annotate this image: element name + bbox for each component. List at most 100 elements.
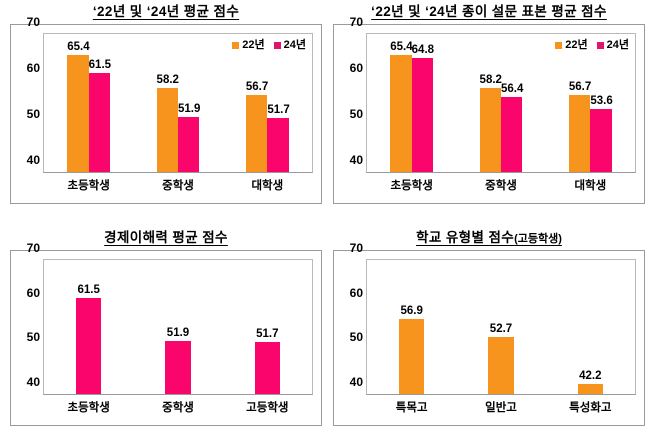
bar-group-container: 65.4 61.5 58.2 51.9 56.7 51.7 (44, 34, 312, 172)
bar-특성화고-점수 (577, 384, 604, 394)
chart-frame-school-type: 56.9 52.7 42.2 70 60 50 40 특목고 일반고 특성화고 (333, 242, 645, 426)
panel-title-avg-score: ‘22년 및 ‘24년 평균 점수 (92, 4, 240, 19)
legend-item-24년[interactable]: 24년 (273, 39, 306, 51)
y-axis-tick-50: 50 (349, 330, 363, 345)
plot-area-economic-literacy: 61.5 51.9 51.7 70 60 50 40 초등학생 중학생 고등학생 (27, 242, 313, 414)
panel-economic-literacy: 경제이해력 평균 점수 61.5 51.9 51.7 70 60 50 40 초등학생 중학생… (10, 228, 322, 426)
y-axis-tick-70: 70 (26, 241, 40, 255)
chart-economic-literacy: 61.5 51.9 51.7 70 60 50 40 초등학생 중학생 고등학생 (11, 242, 321, 425)
legend-label: 22년 (565, 39, 588, 51)
y-axis-tick-50: 50 (349, 107, 363, 121)
plot-area-paper-survey-sample: 65.4 64.8 58.2 56.4 56.7 53.6 70 60 50 40 초등학생 중학생… (350, 16, 636, 192)
x-axis-label-대학생: 대학생 (251, 180, 284, 192)
panel-title-economic-literacy: 경제이해력 평균 점수 (104, 230, 228, 245)
legend-swatch-icon-22년 (232, 42, 240, 49)
y-axis-tick-70: 70 (349, 15, 363, 29)
bar-대학생-22년 (245, 95, 268, 172)
data-label-초등학생-22년: 65.4 (67, 41, 90, 54)
chart-legend: 22년 24년 (232, 40, 306, 51)
bar-초등학생-22년 (390, 55, 412, 172)
data-label-중학생-22년: 58.2 (156, 74, 179, 87)
x-axis-label-초등학생: 초등학생 (67, 402, 110, 414)
chart-frame-paper-survey-sample: 65.4 64.8 58.2 56.4 56.7 53.6 70 60 50 40 초등학생 중학생… (333, 16, 645, 204)
data-label-초등학생-22년: 65.4 (390, 41, 413, 54)
data-label-대학생-24년: 51.7 (267, 104, 290, 117)
bar-대학생-24년 (590, 109, 612, 172)
legend-swatch-icon-22년 (555, 42, 563, 49)
legend-item-22년[interactable]: 22년 (555, 39, 588, 51)
bar-중학생-24년 (501, 96, 523, 172)
bar-중학생-22년 (479, 88, 501, 172)
data-label-대학생-24년: 53.6 (590, 95, 613, 108)
data-label-대학생-22년: 56.7 (568, 81, 592, 94)
x-axis-label-초등학생: 초등학생 (67, 180, 110, 192)
legend-swatch-icon-24년 (596, 42, 604, 49)
bar-초등학생-경제이해력 (75, 297, 102, 394)
bar-group-container: 61.5 51.9 51.7 (44, 260, 312, 394)
legend-label: 22년 (242, 39, 265, 51)
chart-avg-score: 65.4 61.5 58.2 51.9 56.7 51.7 70 60 50 40 초등학생 중학생… (11, 16, 321, 203)
x-axis-label-고등학생: 고등학생 (246, 402, 289, 414)
data-label-초등학생-24년: 64.8 (411, 43, 435, 56)
y-axis-tick-40: 40 (349, 375, 363, 389)
bar-일반고-점수 (488, 337, 514, 394)
bar-group-container: 56.9 52.7 42.2 (367, 260, 635, 394)
y-axis-tick-50: 50 (26, 107, 40, 121)
chart-school-type: 56.9 52.7 42.2 70 60 50 40 특목고 일반고 특성화고 (334, 242, 644, 425)
data-label-고등학생-경제이해력: 51.7 (256, 327, 279, 340)
plot-area-avg-score: 65.4 61.5 58.2 51.9 56.7 51.7 70 60 50 40 초등학생 중학생… (27, 16, 313, 192)
bar-고등학생-경제이해력 (254, 341, 281, 394)
bar-초등학생-24년 (411, 57, 434, 172)
data-label-초등학생-24년: 61.5 (88, 59, 112, 72)
y-axis-tick-70: 70 (349, 241, 363, 255)
panel-title-paper-survey-sample: ‘22년 및 ‘24년 종이 설문 표본 평균 점수 (371, 4, 607, 19)
data-label-특목고-점수: 56.9 (400, 304, 423, 317)
panel-paper-survey-sample: ‘22년 및 ‘24년 종이 설문 표본 평균 점수 65.4 64.8 58.2 5… (333, 2, 645, 204)
x-axis-label-일반고: 일반고 (485, 402, 517, 414)
panel-school-type: 학교 유형별 점수(고등학생) 56.9 52.7 42.2 70 60 50 40 특목고… (333, 228, 645, 426)
data-label-초등학생-경제이해력: 61.5 (77, 283, 100, 296)
x-axis-label-특목고: 특목고 (395, 402, 428, 414)
x-axis-label-초등학생: 초등학생 (390, 180, 433, 192)
bar-초등학생-22년 (67, 55, 89, 172)
y-axis-tick-60: 60 (26, 61, 40, 75)
plot-area-school-type: 56.9 52.7 42.2 70 60 50 40 특목고 일반고 특성화고 (350, 242, 636, 414)
bar-대학생-24년 (267, 118, 289, 172)
data-label-대학생-22년: 56.7 (245, 81, 269, 94)
bar-특목고-점수 (398, 318, 425, 394)
chart-paper-survey-sample: 65.4 64.8 58.2 56.4 56.7 53.6 70 60 50 40 초등학생 중학생… (334, 16, 644, 203)
y-axis-tick-60: 60 (26, 285, 40, 300)
x-axis-label-중학생: 중학생 (485, 180, 517, 192)
bar-초등학생-24년 (88, 73, 111, 172)
bar-group-container: 65.4 64.8 58.2 56.4 56.7 53.6 (367, 34, 635, 172)
panel-title-school-type: 학교 유형별 점수(고등학생) (333, 228, 645, 249)
legend-label: 24년 (606, 39, 629, 51)
y-axis-tick-60: 60 (349, 61, 363, 75)
data-label-일반고-점수: 52.7 (489, 323, 513, 336)
data-label-중학생-22년: 58.2 (479, 74, 502, 87)
panel-avg-score: ‘22년 및 ‘24년 평균 점수 65.4 61.5 58.2 51.9 56.7 51… (10, 2, 322, 204)
chart-legend: 22년 24년 (555, 40, 629, 51)
bar-중학생-경제이해력 (165, 340, 191, 394)
data-label-중학생-24년: 56.4 (501, 82, 524, 95)
x-axis-label-대학생: 대학생 (574, 180, 607, 192)
y-axis-tick-50: 50 (26, 330, 40, 345)
legend-swatch-icon-24년 (273, 42, 281, 49)
bar-중학생-24년 (178, 117, 200, 172)
y-axis-tick-40: 40 (26, 375, 40, 389)
x-axis-label-중학생: 중학생 (162, 402, 194, 414)
data-label-특성화고-점수: 42.2 (579, 370, 602, 383)
bar-중학생-22년 (156, 88, 178, 172)
y-axis-tick-40: 40 (349, 153, 363, 167)
bar-대학생-22년 (568, 95, 591, 172)
legend-item-22년[interactable]: 22년 (232, 39, 265, 51)
chart-frame-avg-score: 65.4 61.5 58.2 51.9 56.7 51.7 70 60 50 40 초등학생 중학생… (10, 16, 322, 204)
y-axis-tick-70: 70 (26, 15, 40, 29)
data-label-중학생-경제이해력: 51.9 (166, 326, 190, 339)
y-axis-tick-40: 40 (26, 153, 40, 167)
legend-label: 24년 (283, 39, 306, 51)
legend-item-24년[interactable]: 24년 (596, 39, 629, 51)
panel-title-school-type-main: 학교 유형별 점수 (416, 230, 515, 245)
panel-title-school-type-sub: (고등학생) (514, 233, 562, 245)
